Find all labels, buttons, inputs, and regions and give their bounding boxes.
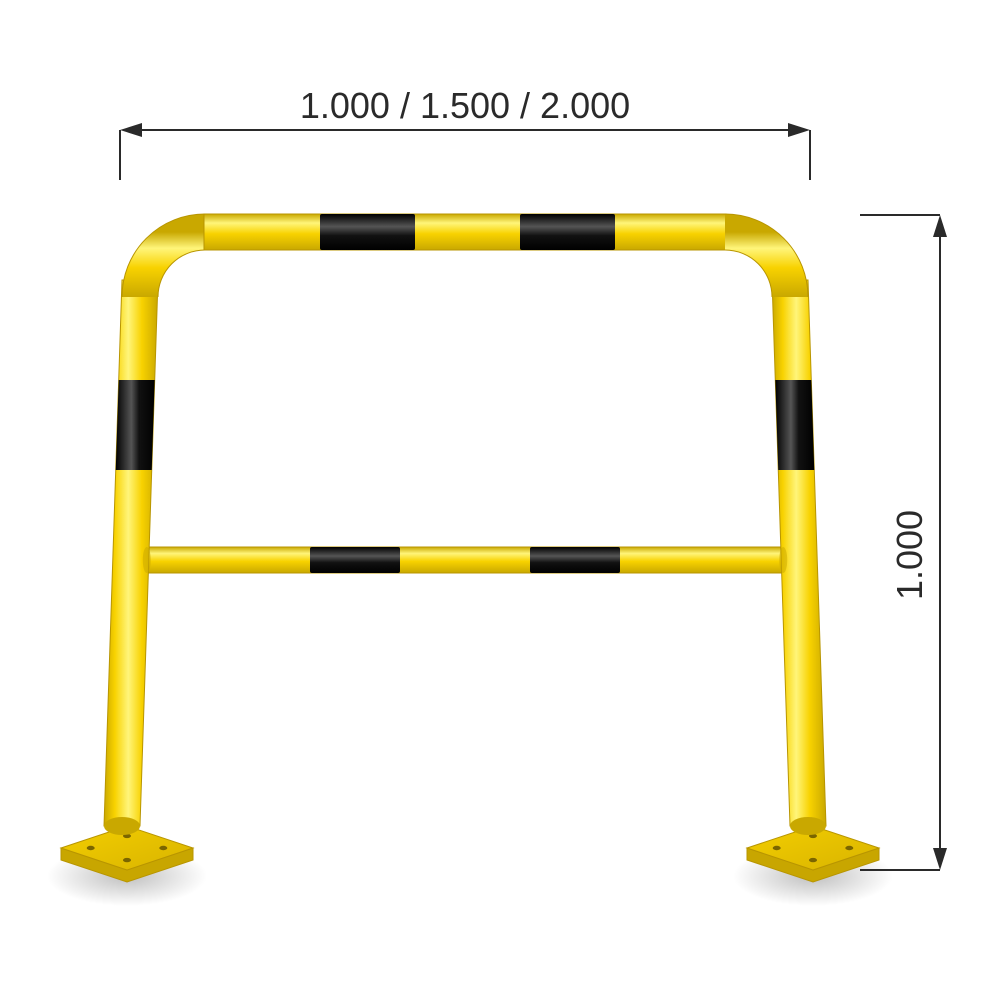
top-bar bbox=[204, 214, 726, 250]
base-plate bbox=[47, 826, 207, 906]
dim-height-label: 1.000 bbox=[889, 510, 930, 600]
corner-right bbox=[725, 214, 808, 297]
dim-width-label: 1.000 / 1.500 / 2.000 bbox=[300, 85, 630, 126]
base-plate bbox=[733, 826, 893, 906]
corner-left bbox=[122, 214, 205, 297]
mid-cross-bar bbox=[147, 547, 783, 573]
